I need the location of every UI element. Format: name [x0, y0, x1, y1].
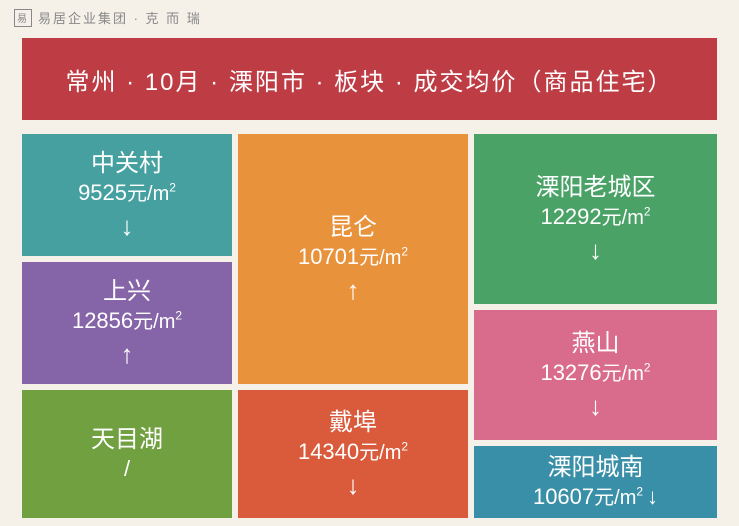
tile-kunlun: 昆仑10701元/m2 ↑ [238, 134, 468, 384]
tile-name: 燕山 [572, 328, 620, 359]
down-arrow-icon: ↓ [347, 470, 360, 501]
tile-name: 戴埠 [329, 407, 377, 438]
tile-name: 中关村 [91, 148, 163, 179]
down-arrow-icon: ↓ [121, 211, 134, 242]
tile-price: / [124, 455, 130, 484]
tile-price: 10701元/m2 [298, 243, 408, 272]
tile-zhongguancun: 中关村9525元/m2 ↓ [22, 134, 232, 256]
tile-price: 10607元/m2↓ [533, 483, 658, 512]
tile-name: 溧阳城南 [548, 452, 644, 483]
tile-shangxing: 上兴12856元/m2 ↑ [22, 262, 232, 384]
brand-bar: 易 易居企业集团 · 克 而 瑞 [14, 8, 202, 27]
tile-name: 昆仑 [329, 212, 377, 243]
up-arrow-icon: ↑ [121, 339, 134, 370]
brand-text: 易居企业集团 · 克 而 瑞 [38, 8, 202, 27]
tile-price: 12292元/m2 [540, 203, 650, 232]
tile-daibu: 戴埠14340元/m2 ↓ [238, 390, 468, 518]
tile-tianmuhu: 天目湖/ [22, 390, 232, 518]
tile-name: 溧阳老城区 [536, 172, 656, 203]
down-arrow-icon: ↓ [589, 391, 602, 422]
up-arrow-icon: ↑ [347, 275, 360, 306]
down-arrow-icon: ↓ [647, 484, 658, 509]
down-arrow-icon: ↓ [589, 235, 602, 266]
treemap-grid: 中关村9525元/m2↓上兴12856元/m2↑天目湖/昆仑10701元/m2↑… [22, 134, 717, 518]
chart-title: 常州 · 10月 · 溧阳市 · 板块 · 成交均价（商品住宅） [22, 38, 717, 120]
tile-price: 13276元/m2 [540, 359, 650, 388]
tile-price: 12856元/m2 [72, 307, 182, 336]
tile-chengnan: 溧阳城南10607元/m2↓ [474, 446, 717, 518]
tile-name: 上兴 [103, 276, 151, 307]
tile-price: 9525元/m2 [78, 179, 176, 208]
tile-price: 14340元/m2 [298, 438, 408, 467]
tile-yanshan: 燕山13276元/m2 ↓ [474, 310, 717, 440]
tile-laochengqu: 溧阳老城区12292元/m2 ↓ [474, 134, 717, 304]
tile-name: 天目湖 [91, 424, 163, 455]
brand-logo-icon: 易 [14, 9, 32, 27]
